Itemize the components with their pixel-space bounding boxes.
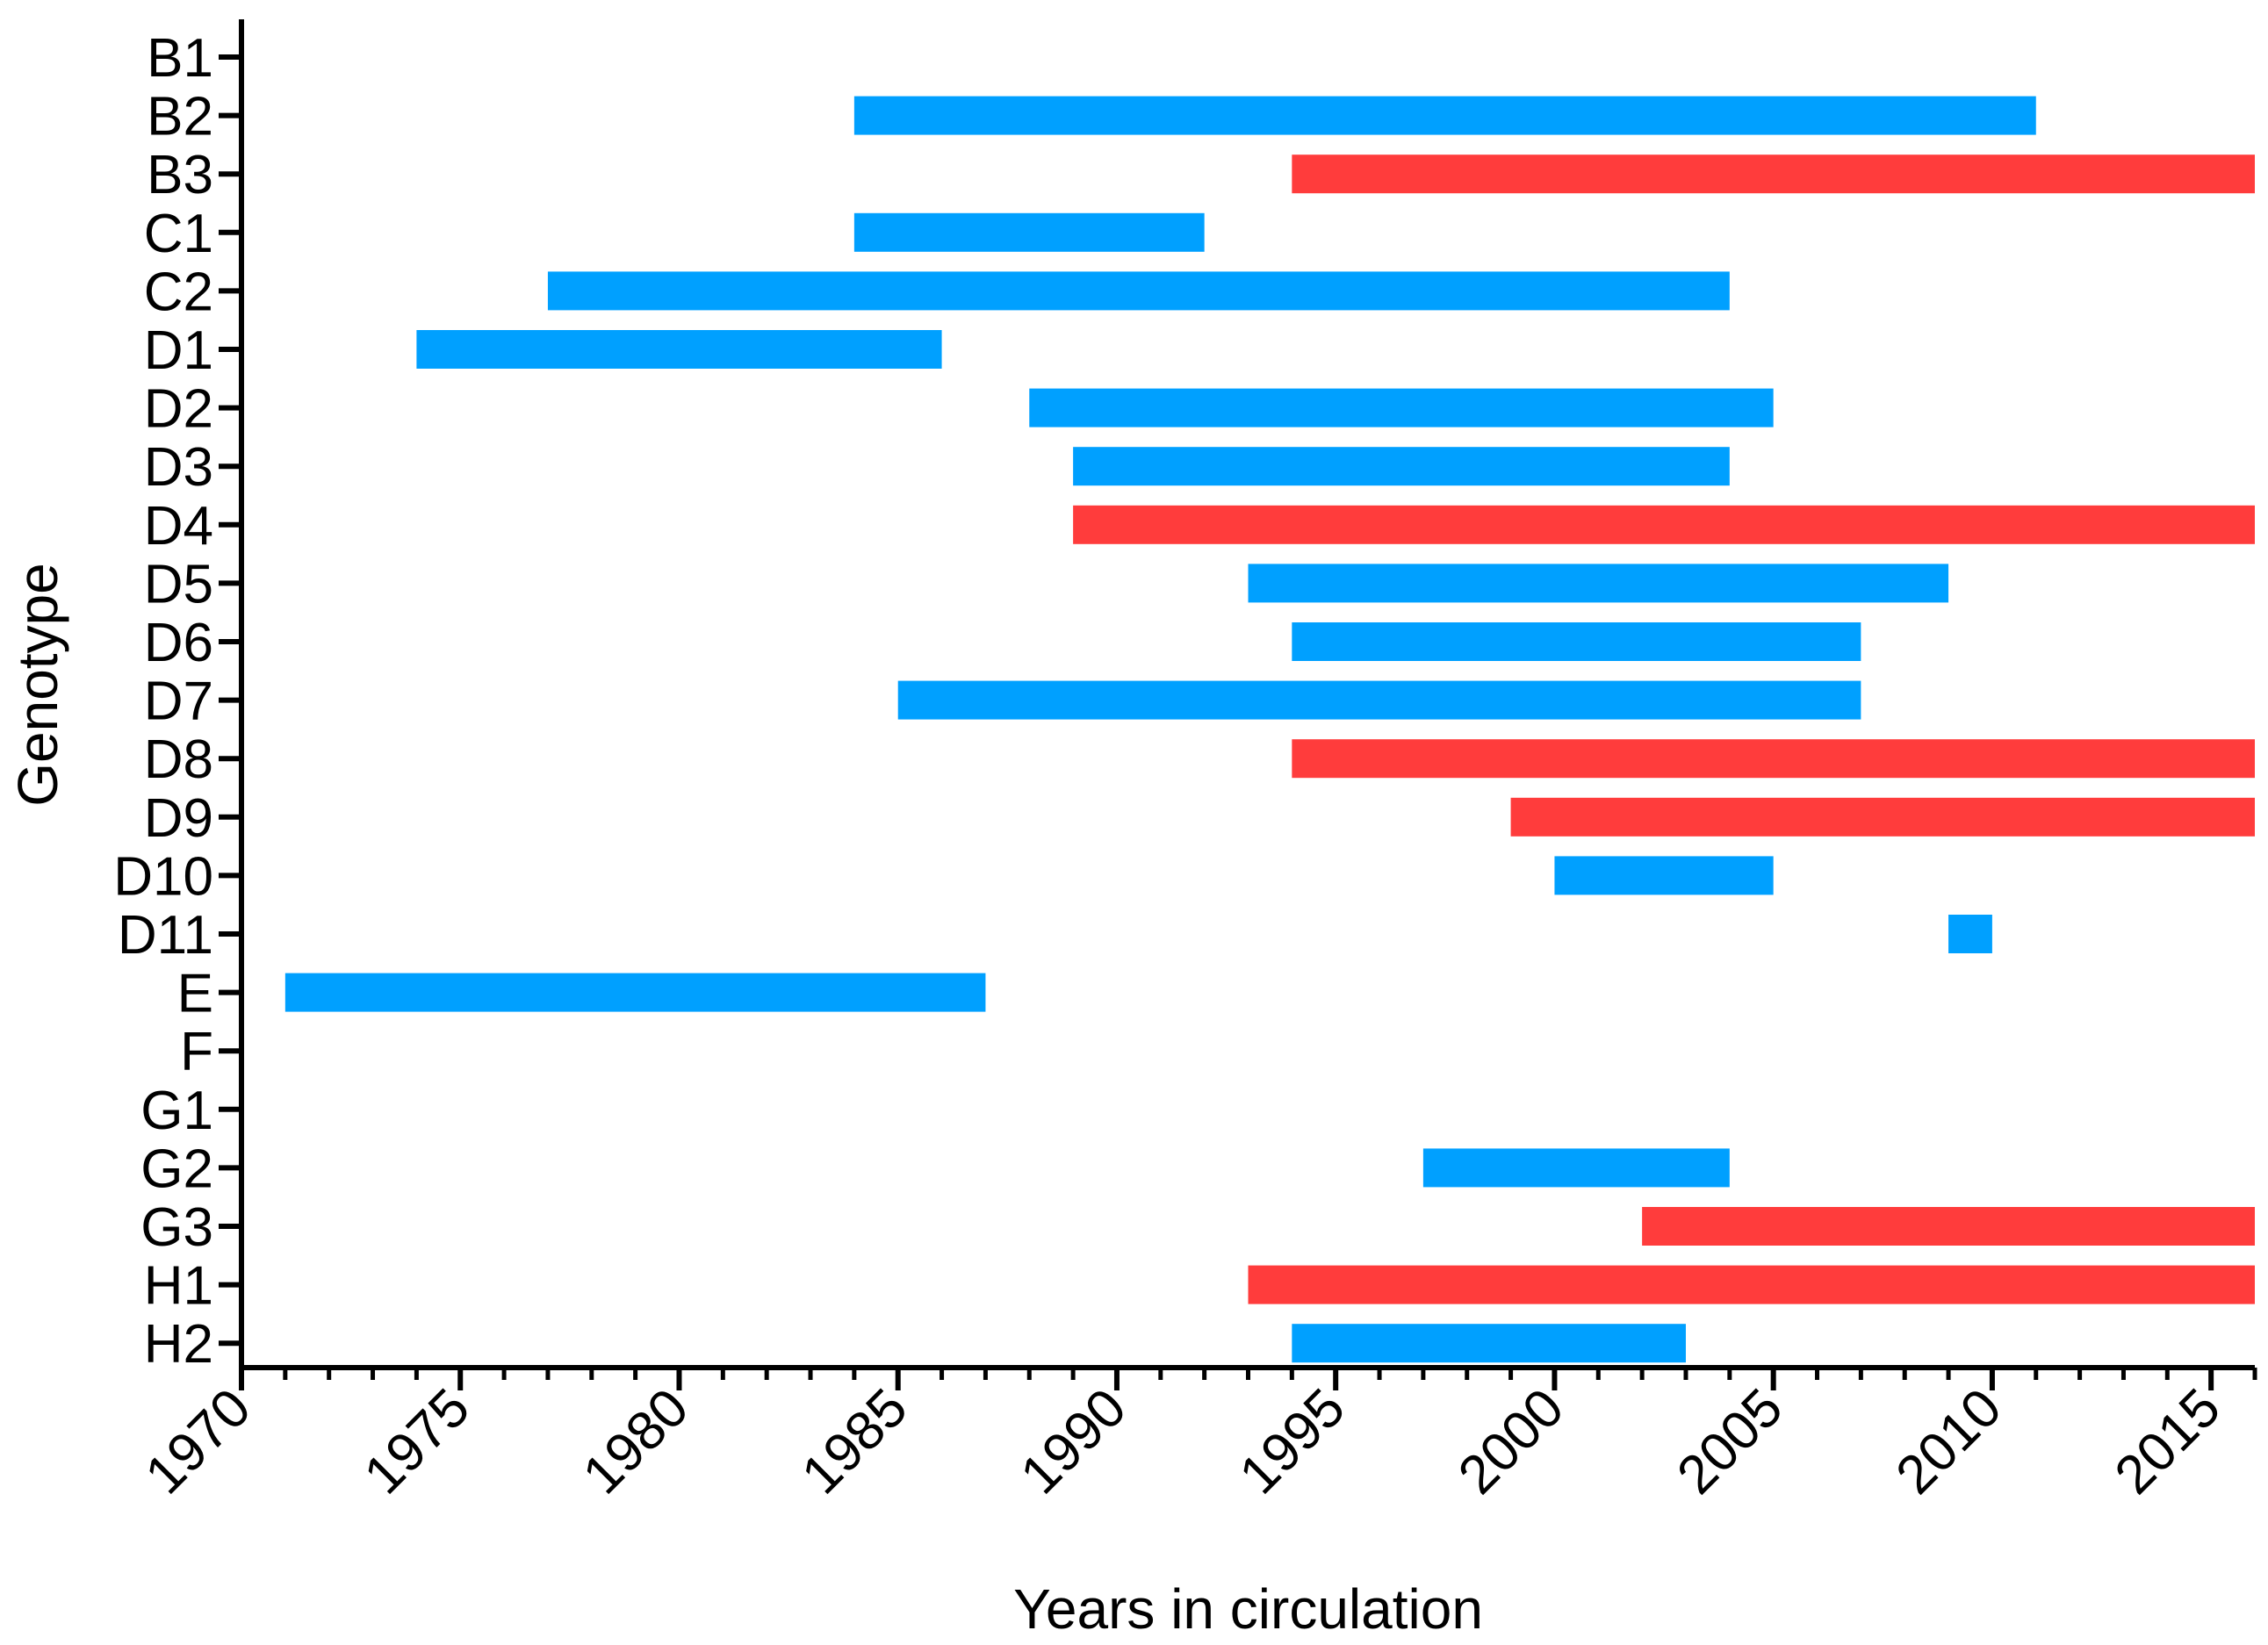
y-tick-label-d9: D9 [144,788,213,849]
y-tick-label-g2: G2 [140,1139,213,1199]
range-bar-d11 [1948,915,1992,953]
y-tick-label-b3: B3 [147,145,213,205]
range-bar-e [284,973,986,1012]
y-tick-label-e: E [177,964,213,1024]
y-tick-label-d1: D1 [144,320,213,381]
x-axis-title: Years in circulation [1013,1577,1483,1641]
range-bar-d3 [1073,447,1730,486]
range-bars [284,96,2255,1363]
x-tick-label-2000: 2000 [1447,1377,1575,1505]
y-tick-label-d7: D7 [144,672,213,732]
x-tick-label-2015: 2015 [2104,1377,2232,1505]
y-tick-label-d8: D8 [144,729,213,790]
x-ticks: 1970 1975 1980 1985 1990 1995 2000 2005 2010 2015 [134,1368,2257,1505]
x-axis: 1970 1975 1980 1985 1990 1995 2000 2005 2010 2015 [134,1365,2257,1505]
range-bar-g3 [1642,1207,2255,1246]
range-bar-d8 [1292,739,2255,779]
range-bar-g2 [1422,1148,1730,1188]
x-tick-label-2010: 2010 [1884,1377,2012,1505]
y-tick-label-b1: B1 [147,28,213,89]
x-tick-label-1980: 1980 [572,1377,700,1505]
y-tick-label-d2: D2 [144,379,213,440]
range-bar-d9 [1510,797,2255,837]
range-bar-b3 [1292,154,2255,194]
x-tick-label-1990: 1990 [1010,1377,1138,1505]
range-bar-h2 [1292,1324,1686,1363]
range-bar-d1 [416,330,942,369]
y-tick-label-d6: D6 [144,613,213,673]
y-axis: B1B2B3C1C2D1D2D3D4D5D6D7D8D9D10D11EFG1G2… [113,19,244,1375]
range-bar-d5 [1248,564,1949,603]
range-bar-d7 [897,680,1861,720]
x-tick-label-2005: 2005 [1666,1377,1794,1505]
y-tick-label-d5: D5 [144,554,213,614]
x-tick-label-1985: 1985 [790,1377,918,1505]
y-ticks: B1B2B3C1C2D1D2D3D4D5D6D7D8D9D10D11EFG1G2… [113,28,241,1375]
y-tick-label-c2: C2 [144,262,213,322]
x-tick-label-1975: 1975 [353,1377,481,1505]
y-tick-label-d10: D10 [113,846,213,907]
x-tick-label-1995: 1995 [1228,1377,1357,1505]
y-tick-label-d3: D3 [144,437,213,498]
x-tick-label-1970: 1970 [134,1377,263,1505]
y-axis-title: Genotype [6,563,69,807]
y-tick-label-c1: C1 [144,204,213,264]
y-tick-label-d4: D4 [144,496,213,557]
range-bar-c2 [547,271,1730,311]
range-bar-c1 [853,212,1205,252]
y-tick-label-f: F [180,1022,213,1082]
range-bar-d10 [1554,856,1774,895]
range-bar-d6 [1292,622,1861,661]
y-tick-label-g3: G3 [140,1197,213,1258]
range-bar-d4 [1073,505,2255,544]
y-tick-label-b2: B2 [147,87,213,147]
range-bar-b2 [853,96,2036,135]
y-tick-label-g1: G1 [140,1081,213,1141]
range-bar-d2 [1029,388,1774,427]
y-tick-label-h1: H1 [144,1256,213,1317]
y-tick-label-h2: H2 [144,1314,213,1375]
range-bar-h1 [1248,1265,2255,1304]
y-tick-label-d11: D11 [118,905,213,966]
